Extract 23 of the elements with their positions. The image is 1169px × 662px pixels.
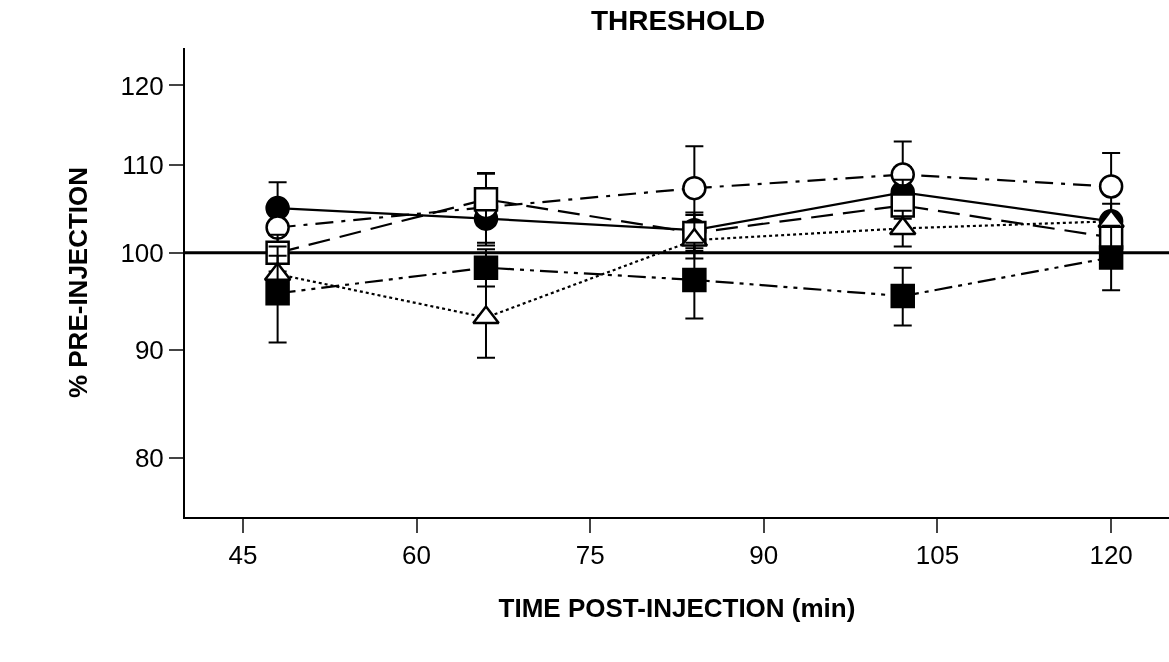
- y-axis-title: % PRE-INJECTION: [63, 166, 94, 399]
- point: [682, 267, 707, 293]
- point: [473, 255, 499, 280]
- point: [1098, 245, 1124, 270]
- point: [473, 187, 499, 212]
- point: [890, 193, 915, 218]
- y-tick-label: 100: [120, 237, 164, 268]
- x-tick-label: 90: [749, 540, 779, 571]
- y-tick-label: 90: [134, 334, 164, 365]
- x-tick-label: 105: [915, 540, 960, 571]
- point: [1098, 174, 1124, 199]
- y-tick-label: 120: [120, 70, 164, 101]
- point: [265, 280, 290, 306]
- y-tick-label: 80: [134, 442, 164, 473]
- x-tick-label: 60: [402, 540, 431, 571]
- x-tick-label: 120: [1089, 540, 1133, 571]
- x-tick-label: 75: [575, 540, 605, 571]
- point: [890, 283, 915, 309]
- x-tick-label: 45: [228, 540, 258, 571]
- y-tick-label: 110: [122, 150, 164, 181]
- point: [682, 175, 707, 201]
- x-axis-title: TIME POST-INJECTION (min): [498, 593, 856, 624]
- chart-title: THRESHOLD: [590, 4, 766, 36]
